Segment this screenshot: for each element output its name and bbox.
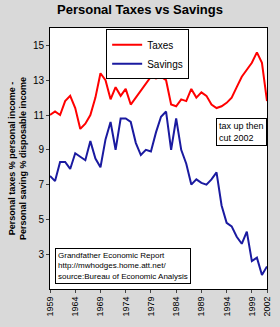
svg-text:Personal taxes % personal inco: Personal taxes % personal income -Person… <box>7 77 29 240</box>
svg-text:1974: 1974 <box>121 297 131 317</box>
svg-text:11: 11 <box>34 110 45 121</box>
svg-text:1959: 1959 <box>45 297 55 317</box>
svg-text:1969: 1969 <box>95 297 105 317</box>
svg-text:Grandfather Economic Reporthtt: Grandfather Economic Reporthttp://mwhodg… <box>58 251 188 281</box>
svg-text:15: 15 <box>33 40 45 51</box>
svg-text:1999: 1999 <box>247 297 257 317</box>
svg-text:1989: 1989 <box>196 297 206 317</box>
svg-text:9: 9 <box>38 144 44 155</box>
svg-text:5: 5 <box>38 214 44 225</box>
svg-text:Taxes: Taxes <box>147 40 173 51</box>
svg-text:tax up thencut 2002: tax up thencut 2002 <box>219 121 264 143</box>
svg-text:7: 7 <box>38 179 44 190</box>
svg-text:13: 13 <box>33 75 45 86</box>
svg-text:2002: 2002 <box>262 297 272 317</box>
svg-text:1994: 1994 <box>222 297 232 317</box>
svg-text:Personal Taxes vs Savings: Personal Taxes vs Savings <box>57 2 223 17</box>
svg-text:Savings: Savings <box>147 59 183 70</box>
svg-text:1979: 1979 <box>146 297 156 317</box>
svg-text:1964: 1964 <box>70 297 80 317</box>
svg-text:1984: 1984 <box>171 297 181 317</box>
svg-text:3: 3 <box>38 249 44 260</box>
